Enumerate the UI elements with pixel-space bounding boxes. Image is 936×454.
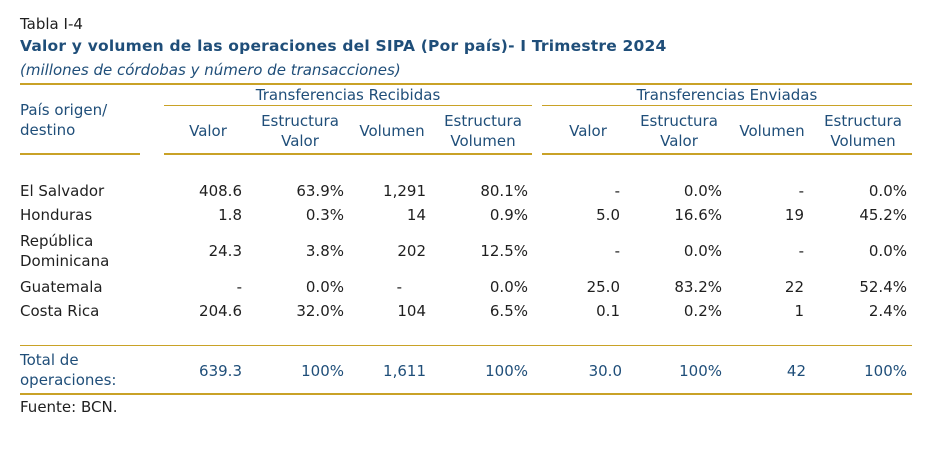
row-header-line1: País origen/ [20, 101, 108, 119]
row-label-line2: Dominicana [20, 252, 110, 270]
col-header-r-est-volumen-line2: Volumen [450, 132, 516, 150]
cell-s-est-volumen: 0.0% [868, 182, 907, 200]
col-header-r-volumen: Volumen [359, 122, 425, 140]
cell-r-valor: 408.6 [199, 182, 242, 200]
cell-s-volumen: - [798, 242, 804, 260]
col-header-r-valor: Valor [189, 122, 227, 140]
col-header-s-est-volumen-line1: Estructura [824, 112, 902, 130]
group-header-received: Transferencias Recibidas [255, 86, 441, 104]
cell-r-est-volumen: 0.9% [489, 206, 528, 224]
cell-r-est-valor: 3.8% [305, 242, 344, 260]
total-r-est-volumen: 100% [485, 362, 528, 380]
col-header-r-est-valor-line2: Valor [281, 132, 319, 150]
cell-r-est-volumen: 12.5% [480, 242, 528, 260]
row-label: Honduras [20, 206, 93, 224]
cell-s-valor: - [614, 242, 620, 260]
row-label: Guatemala [20, 278, 103, 296]
col-header-s-volumen: Volumen [739, 122, 805, 140]
cell-s-volumen: 1 [794, 302, 804, 320]
cell-r-volumen: 202 [397, 242, 426, 260]
cell-r-volumen: - [396, 278, 402, 296]
cell-s-volumen: 19 [784, 206, 804, 224]
col-header-s-est-valor-line2: Valor [660, 132, 698, 150]
source-note: Fuente: BCN. [20, 398, 118, 416]
cell-s-est-valor: 0.2% [683, 302, 722, 320]
cell-s-valor: 0.1 [596, 302, 620, 320]
cell-r-volumen: 1,291 [383, 182, 426, 200]
total-r-est-valor: 100% [301, 362, 344, 380]
cell-s-est-valor: 83.2% [674, 278, 722, 296]
cell-r-est-volumen: 6.5% [489, 302, 528, 320]
cell-s-est-volumen: 2.4% [868, 302, 907, 320]
header-rule-label [20, 153, 140, 155]
cell-r-est-valor: 63.9% [296, 182, 344, 200]
total-label-line2: operaciones: [20, 371, 117, 389]
cell-s-est-valor: 0.0% [683, 182, 722, 200]
cell-r-valor: 1.8 [218, 206, 242, 224]
col-header-r-est-volumen-line1: Estructura [444, 112, 522, 130]
row-label-line1: República [20, 232, 94, 250]
cell-r-est-valor: 0.3% [305, 206, 344, 224]
table-title: Valor y volumen de las operaciones del S… [20, 37, 667, 55]
sent-group-rule [542, 105, 912, 106]
row-header-line2: destino [20, 121, 76, 139]
total-r-valor: 639.3 [199, 362, 242, 380]
cell-s-volumen: - [798, 182, 804, 200]
row-label: El Salvador [20, 182, 105, 200]
cell-s-est-valor: 16.6% [674, 206, 722, 224]
cell-r-valor: 24.3 [208, 242, 242, 260]
total-s-volumen: 42 [786, 362, 806, 380]
cell-s-valor: - [614, 182, 620, 200]
cell-r-est-valor: 0.0% [305, 278, 344, 296]
total-s-est-valor: 100% [679, 362, 722, 380]
cell-r-est-valor: 32.0% [296, 302, 344, 320]
top-rule [20, 83, 912, 85]
cell-r-valor: - [236, 278, 242, 296]
cell-s-volumen: 22 [784, 278, 804, 296]
header-rule-received [164, 153, 532, 155]
table-number: Tabla I-4 [20, 15, 83, 33]
cell-r-volumen: 104 [397, 302, 426, 320]
group-header-sent: Transferencias Enviadas [636, 86, 818, 104]
total-s-valor: 30.0 [588, 362, 622, 380]
col-header-s-valor: Valor [569, 122, 607, 140]
total-s-est-volumen: 100% [864, 362, 907, 380]
col-header-s-est-volumen-line2: Volumen [830, 132, 896, 150]
header-rule-sent [542, 153, 912, 155]
cell-s-valor: 5.0 [596, 206, 620, 224]
total-top-rule [20, 345, 912, 346]
cell-r-volumen: 14 [406, 206, 426, 224]
cell-r-est-volumen: 80.1% [480, 182, 528, 200]
col-header-r-est-valor-line1: Estructura [261, 112, 339, 130]
bottom-rule [20, 393, 912, 395]
cell-s-est-volumen: 0.0% [868, 242, 907, 260]
cell-s-valor: 25.0 [586, 278, 620, 296]
cell-r-est-volumen: 0.0% [489, 278, 528, 296]
total-label-line1: Total de [20, 351, 79, 369]
cell-s-est-valor: 0.0% [683, 242, 722, 260]
table-subtitle: (millones de córdobas y número de transa… [20, 61, 401, 79]
cell-s-est-volumen: 52.4% [859, 278, 907, 296]
cell-s-est-volumen: 45.2% [859, 206, 907, 224]
total-r-volumen: 1,611 [383, 362, 426, 380]
col-header-s-est-valor-line1: Estructura [640, 112, 718, 130]
cell-r-valor: 204.6 [199, 302, 242, 320]
row-label: Costa Rica [20, 302, 100, 320]
received-group-rule [164, 105, 532, 106]
